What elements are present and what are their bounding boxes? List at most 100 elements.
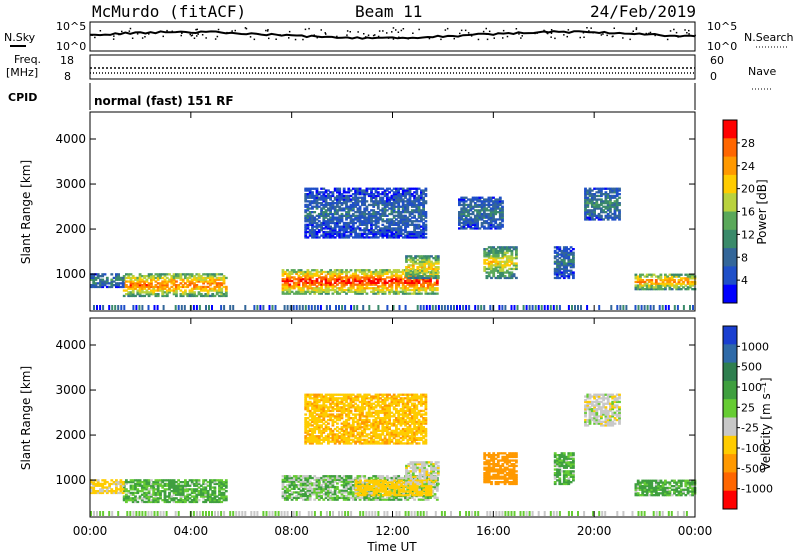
echo-cell xyxy=(565,264,568,267)
echo-cell xyxy=(340,193,344,196)
echo-cell xyxy=(304,214,308,217)
colorbar-tick-label: 28 xyxy=(741,137,755,150)
echo-cell xyxy=(315,225,319,228)
echo-cell xyxy=(110,491,114,495)
colorbar-tick-label: 20 xyxy=(741,183,755,196)
echo-cell xyxy=(609,216,612,219)
echo-cell xyxy=(588,200,592,203)
echo-cell xyxy=(340,214,344,217)
echo-cell xyxy=(92,486,96,489)
echo-cell xyxy=(324,278,328,281)
echo-cell xyxy=(308,211,312,214)
echo-cell xyxy=(356,236,360,239)
echo-cell xyxy=(609,187,612,190)
echo-cell xyxy=(145,486,149,489)
echo-cell xyxy=(460,221,464,225)
echo-cell xyxy=(501,255,505,258)
echo-cell xyxy=(679,279,683,282)
echo-cell xyxy=(668,288,672,291)
echo-cell xyxy=(397,194,401,198)
echo-cell xyxy=(388,202,391,205)
echo-cell xyxy=(489,200,493,203)
echo-cell xyxy=(478,218,482,221)
echo-cell xyxy=(370,187,373,190)
echo-cell xyxy=(304,203,308,207)
echo-cell xyxy=(313,225,317,228)
echo-cell xyxy=(131,284,135,287)
echo-cell xyxy=(315,203,319,207)
echo-cell xyxy=(664,273,667,276)
station-title: McMurdo (fitACF) xyxy=(92,2,246,21)
echo-cell xyxy=(299,270,303,274)
echo-cell xyxy=(395,202,398,205)
echo-cell xyxy=(349,281,353,284)
echo-cell xyxy=(410,187,414,190)
echo-cell xyxy=(467,221,470,225)
echo-cell xyxy=(222,285,226,289)
echo-cell xyxy=(383,278,387,281)
echo-cell xyxy=(122,499,126,502)
echo-cell xyxy=(172,479,176,482)
echo-cell xyxy=(311,236,314,239)
echo-cell xyxy=(567,255,571,258)
echo-cell xyxy=(363,212,367,216)
echo-cell xyxy=(365,283,369,286)
echo-cell xyxy=(602,193,605,196)
ground-scatter-cell xyxy=(549,305,552,310)
echo-cell xyxy=(129,491,133,495)
echo-cell xyxy=(147,282,151,285)
echo-cell xyxy=(177,276,180,280)
echo-cell xyxy=(347,476,351,480)
echo-cell xyxy=(163,282,167,285)
echo-cell xyxy=(220,497,224,500)
echo-cell xyxy=(464,214,468,217)
echo-cell xyxy=(349,478,353,481)
echo-cell xyxy=(190,289,194,292)
echo-cell xyxy=(604,196,608,199)
echo-cell xyxy=(349,480,353,483)
echo-cell xyxy=(108,484,111,487)
echo-cell xyxy=(96,273,100,276)
echo-cell xyxy=(675,275,679,278)
echo-cell xyxy=(304,216,308,219)
echo-cell xyxy=(650,284,654,287)
echo-cell xyxy=(483,258,487,262)
echo-cell xyxy=(224,291,228,294)
echo-cell xyxy=(376,276,380,279)
echo-cell xyxy=(317,236,321,239)
echo-cell xyxy=(117,282,120,285)
freq-tick-bottom: 8 xyxy=(64,70,71,83)
echo-cell xyxy=(131,500,135,504)
echo-cell xyxy=(600,207,603,210)
echo-cell xyxy=(199,287,203,290)
nsearch-dot xyxy=(320,29,322,31)
echo-cell xyxy=(306,285,310,288)
echo-cell xyxy=(281,480,285,483)
echo-cell xyxy=(691,275,694,278)
echo-cell xyxy=(498,225,502,228)
echo-cell xyxy=(425,267,429,271)
echo-cell xyxy=(611,218,615,221)
echo-cell xyxy=(501,205,504,208)
echo-cell xyxy=(406,205,410,208)
echo-cell xyxy=(336,496,339,499)
ground-scatter-cell xyxy=(205,305,207,310)
echo-cell xyxy=(119,486,123,489)
echo-cell xyxy=(322,220,326,223)
echo-cell xyxy=(297,281,301,284)
echo-cell xyxy=(354,200,357,203)
echo-cell xyxy=(110,282,114,285)
echo-cell xyxy=(138,293,142,296)
echo-cell xyxy=(150,284,153,287)
echo-cell xyxy=(615,198,619,201)
echo-cell xyxy=(686,275,690,278)
echo-cell xyxy=(143,491,146,495)
echo-cell xyxy=(311,230,314,234)
echo-cell xyxy=(609,200,612,203)
echo-cell xyxy=(480,203,484,207)
echo-cell xyxy=(379,214,382,217)
ground-scatter-cell xyxy=(229,305,232,310)
echo-cell xyxy=(392,236,396,239)
echo-cell xyxy=(138,278,142,281)
echo-cell xyxy=(306,200,310,203)
